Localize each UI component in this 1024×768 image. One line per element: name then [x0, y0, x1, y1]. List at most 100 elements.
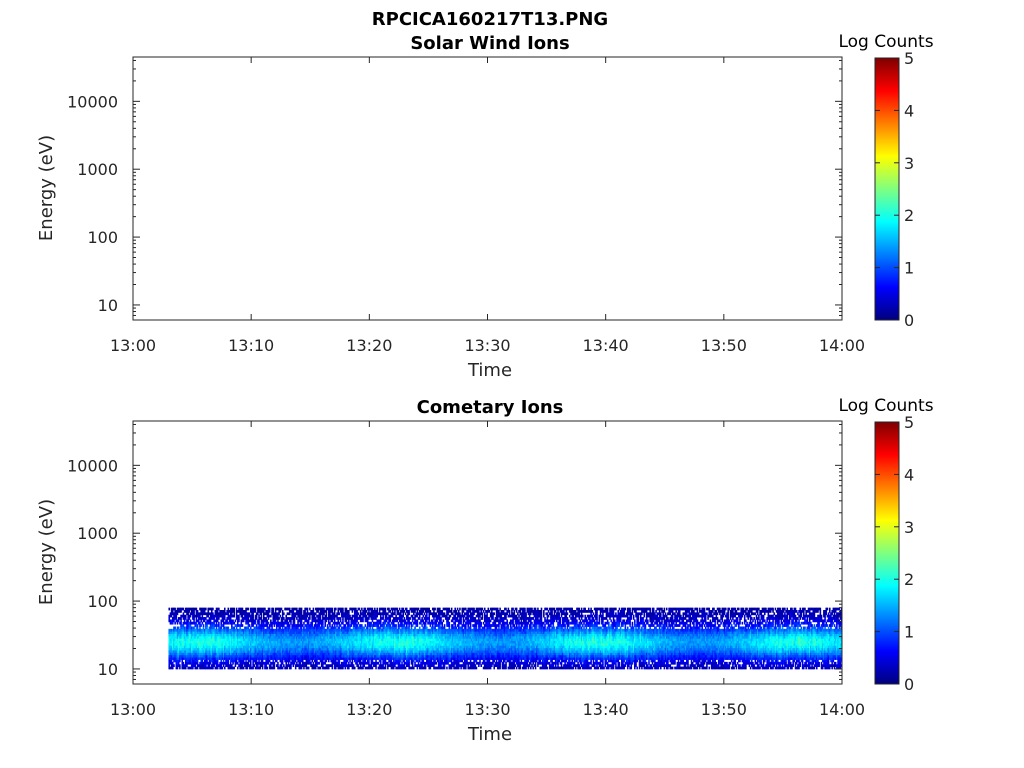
- spectrogram-cell: [207, 645, 210, 649]
- spectrogram-cell: [281, 633, 284, 637]
- spectrogram-cell: [298, 643, 301, 646]
- spectrogram-cell: [240, 635, 243, 639]
- spectrogram-cell: [188, 654, 191, 658]
- spectrogram-cell: [390, 621, 393, 625]
- spectrogram-cell: [190, 638, 193, 642]
- spectrogram-cell: [350, 635, 353, 639]
- spectrogram-cell: [290, 621, 292, 625]
- spectrogram-cell: [388, 621, 390, 625]
- spectrogram-cell: [270, 654, 272, 658]
- spectrogram-cell: [358, 607, 361, 611]
- spectrogram-cell: [398, 659, 401, 663]
- spectrogram-cell: [260, 619, 263, 623]
- spectrogram-cell: [246, 614, 249, 618]
- spectrogram-cell: [296, 624, 298, 627]
- spectrogram-cell: [294, 654, 297, 658]
- spectrogram-cell: [196, 628, 199, 632]
- spectrogram-cell: [338, 650, 341, 653]
- spectrogram-cell: [317, 650, 319, 653]
- spectrogram-cell: [197, 643, 200, 646]
- spectrogram-cell: [330, 659, 332, 663]
- spectrogram-cell: [307, 621, 310, 625]
- spectrogram-cell: [378, 619, 381, 623]
- spectrogram-cell: [305, 654, 308, 658]
- spectrogram-cell: [194, 645, 197, 649]
- spectrogram-cell: [258, 661, 260, 665]
- spectrogram-cell: [356, 626, 358, 630]
- spectrogram-cell: [306, 652, 309, 656]
- spectrogram-cell: [207, 666, 210, 670]
- spectrogram-cell: [213, 659, 215, 663]
- spectrogram-cell: [304, 657, 306, 660]
- spectrogram-cell: [281, 612, 284, 616]
- spectrogram-cell: [200, 631, 202, 634]
- spectrogram-cell: [325, 628, 328, 632]
- spectrogram-cell: [318, 650, 321, 653]
- spectrogram-cell: [221, 635, 224, 639]
- spectrogram-cell: [214, 640, 217, 644]
- spectrogram-cell: [260, 661, 263, 665]
- spectrogram-cell: [387, 617, 389, 620]
- spectrogram-cell: [202, 657, 205, 660]
- spectrogram-cell: [299, 619, 302, 623]
- spectrogram-cell: [192, 659, 194, 663]
- spectrogram-cell: [264, 650, 266, 653]
- spectrogram-cell: [346, 610, 349, 613]
- spectrogram-cell: [306, 659, 309, 663]
- spectrogram-cell: [366, 657, 369, 660]
- spectrogram-cell: [389, 626, 391, 630]
- spectrogram-cell: [205, 607, 207, 611]
- spectrogram-cell: [288, 659, 291, 663]
- spectrogram-cell: [242, 638, 245, 642]
- spectrogram-cell: [235, 661, 238, 665]
- spectrogram-cell: [267, 652, 270, 656]
- spectrogram-cell: [190, 664, 193, 667]
- spectrogram-cell: [305, 631, 308, 634]
- spectrogram-cell: [240, 659, 243, 663]
- spectrogram-cell: [355, 619, 357, 623]
- spectrogram-cell: [278, 626, 280, 630]
- spectrogram-cell: [233, 659, 236, 663]
- spectrogram-cell: [170, 621, 173, 625]
- spectrogram-cell: [330, 633, 332, 637]
- y-tick-label: 10: [98, 296, 118, 315]
- spectrogram-cell: [203, 650, 206, 653]
- spectrogram-cell: [245, 635, 247, 639]
- spectrogram-cell: [405, 628, 408, 632]
- spectrogram-cell: [258, 621, 260, 625]
- spectrogram-cell: [285, 650, 288, 653]
- spectrogram-cell: [202, 650, 205, 653]
- spectrogram-cell: [273, 619, 276, 623]
- spectrogram-cell: [400, 654, 402, 658]
- spectrogram-cell: [365, 610, 368, 613]
- spectrogram-cell: [402, 652, 404, 656]
- spectrogram-cell: [298, 633, 301, 637]
- spectrogram-cell: [216, 638, 219, 642]
- spectrogram-cell: [182, 624, 185, 627]
- spectrogram-cell: [226, 659, 228, 663]
- spectrogram-cell: [317, 638, 319, 642]
- spectrogram-cell: [275, 635, 278, 639]
- spectrogram-cell: [184, 617, 187, 620]
- spectrogram-cell: [229, 638, 232, 642]
- spectrogram-cell: [329, 612, 331, 616]
- spectrogram-cell: [359, 610, 362, 613]
- spectrogram-cell: [349, 645, 351, 649]
- spectrogram-cell: [273, 657, 276, 660]
- spectrogram-cell: [319, 640, 322, 644]
- spectrogram-cell: [357, 607, 360, 611]
- spectrogram-cell: [209, 626, 212, 630]
- spectrogram-cell: [266, 633, 269, 637]
- spectrogram-cell: [264, 624, 266, 627]
- spectrogram-cell: [187, 628, 189, 632]
- spectrogram-cell: [410, 638, 413, 642]
- spectrogram-cell: [294, 633, 297, 637]
- spectrogram-cell: [232, 628, 234, 632]
- spectrogram-cell: [199, 626, 201, 630]
- spectrogram-cell: [168, 628, 171, 632]
- spectrogram-cell: [421, 628, 423, 632]
- spectrogram-cell: [305, 612, 308, 616]
- spectrogram-cell: [313, 650, 316, 653]
- spectrogram-cell: [414, 657, 416, 660]
- spectrogram-cell: [391, 643, 394, 646]
